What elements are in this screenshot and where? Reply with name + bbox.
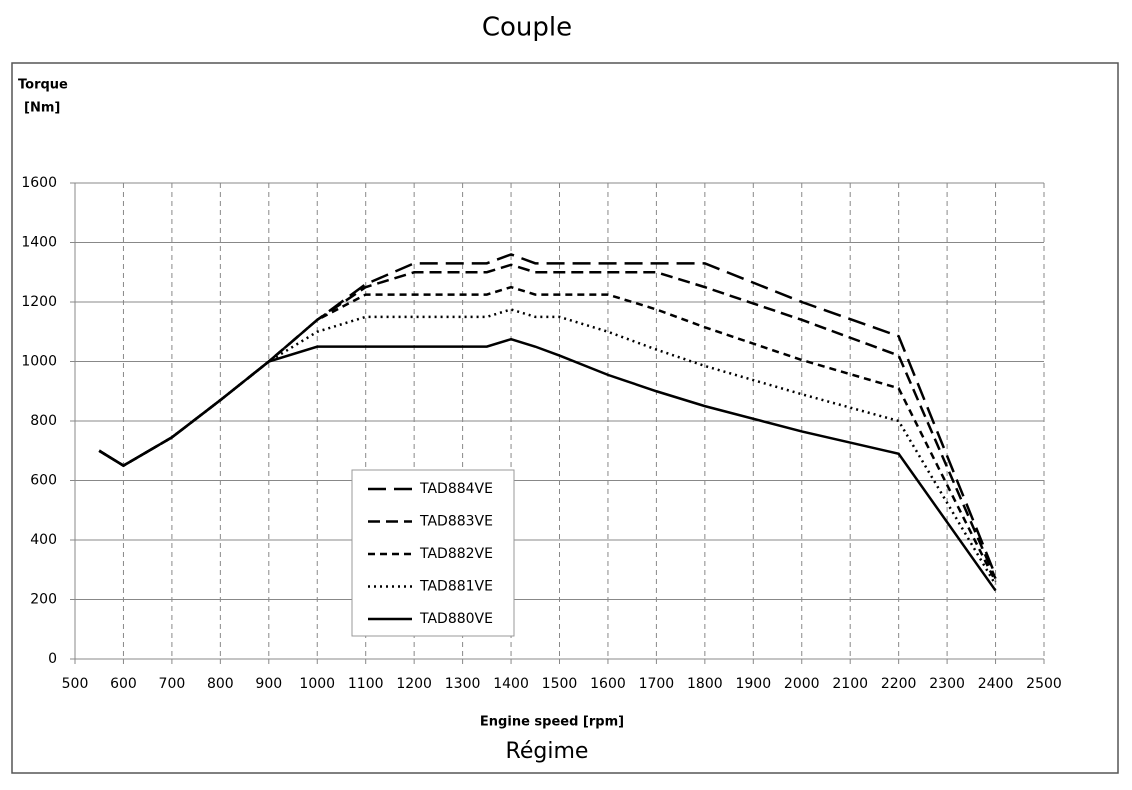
y-tick-label: 0 <box>48 651 57 667</box>
legend-label: TAD884VE <box>419 481 493 497</box>
x-axis-label: Engine speed [rpm] <box>480 715 624 730</box>
legend-label: TAD880VE <box>419 611 493 627</box>
y-axis-label: Torque <box>18 78 68 93</box>
x-tick-label: 2100 <box>832 676 868 692</box>
series-line <box>98 337 997 592</box>
x-tick-label: 2200 <box>881 676 917 692</box>
x-tick-label: 1200 <box>396 676 432 692</box>
legend-label: TAD883VE <box>419 514 493 530</box>
x-tick-label: 1600 <box>590 676 626 692</box>
y-tick-label: 800 <box>30 413 57 429</box>
x-tick-label: 1100 <box>348 676 384 692</box>
x-tick-label: 2400 <box>978 676 1014 692</box>
y-tick-label: 1600 <box>21 175 57 191</box>
x-tick-label: 900 <box>255 676 282 692</box>
x-tick-label: 1000 <box>299 676 335 692</box>
chart-subtitle: Régime <box>506 739 589 764</box>
x-tick-label: 2500 <box>1026 676 1062 692</box>
y-tick-label: 1000 <box>21 354 57 370</box>
x-tick-label: 1900 <box>735 676 771 692</box>
x-tick-label: 1800 <box>687 676 723 692</box>
legend <box>351 469 515 637</box>
legend-label: TAD881VE <box>419 579 493 595</box>
y-tick-label: 200 <box>30 592 57 608</box>
x-tick-label: 1500 <box>542 676 578 692</box>
y-tick-label: 1400 <box>21 235 57 251</box>
x-tick-label: 800 <box>207 676 234 692</box>
y-axis-label: [Nm] <box>24 101 60 116</box>
series-line <box>98 285 997 583</box>
x-tick-label: 500 <box>62 676 89 692</box>
series-line <box>98 253 997 577</box>
y-tick-label: 1200 <box>21 294 57 310</box>
y-tick-label: 600 <box>30 473 57 489</box>
x-tick-label: 700 <box>159 676 186 692</box>
x-tick-label: 2000 <box>784 676 820 692</box>
legend-label: TAD882VE <box>419 546 493 562</box>
x-tick-label: 1300 <box>445 676 481 692</box>
chart-title: Couple <box>482 13 572 43</box>
series-line <box>98 263 997 580</box>
x-tick-label: 600 <box>110 676 137 692</box>
x-tick-label: 1400 <box>493 676 529 692</box>
x-tick-label: 1700 <box>639 676 675 692</box>
chart-frame <box>11 62 1119 774</box>
y-tick-label: 400 <box>30 532 57 548</box>
x-tick-label: 2300 <box>929 676 965 692</box>
